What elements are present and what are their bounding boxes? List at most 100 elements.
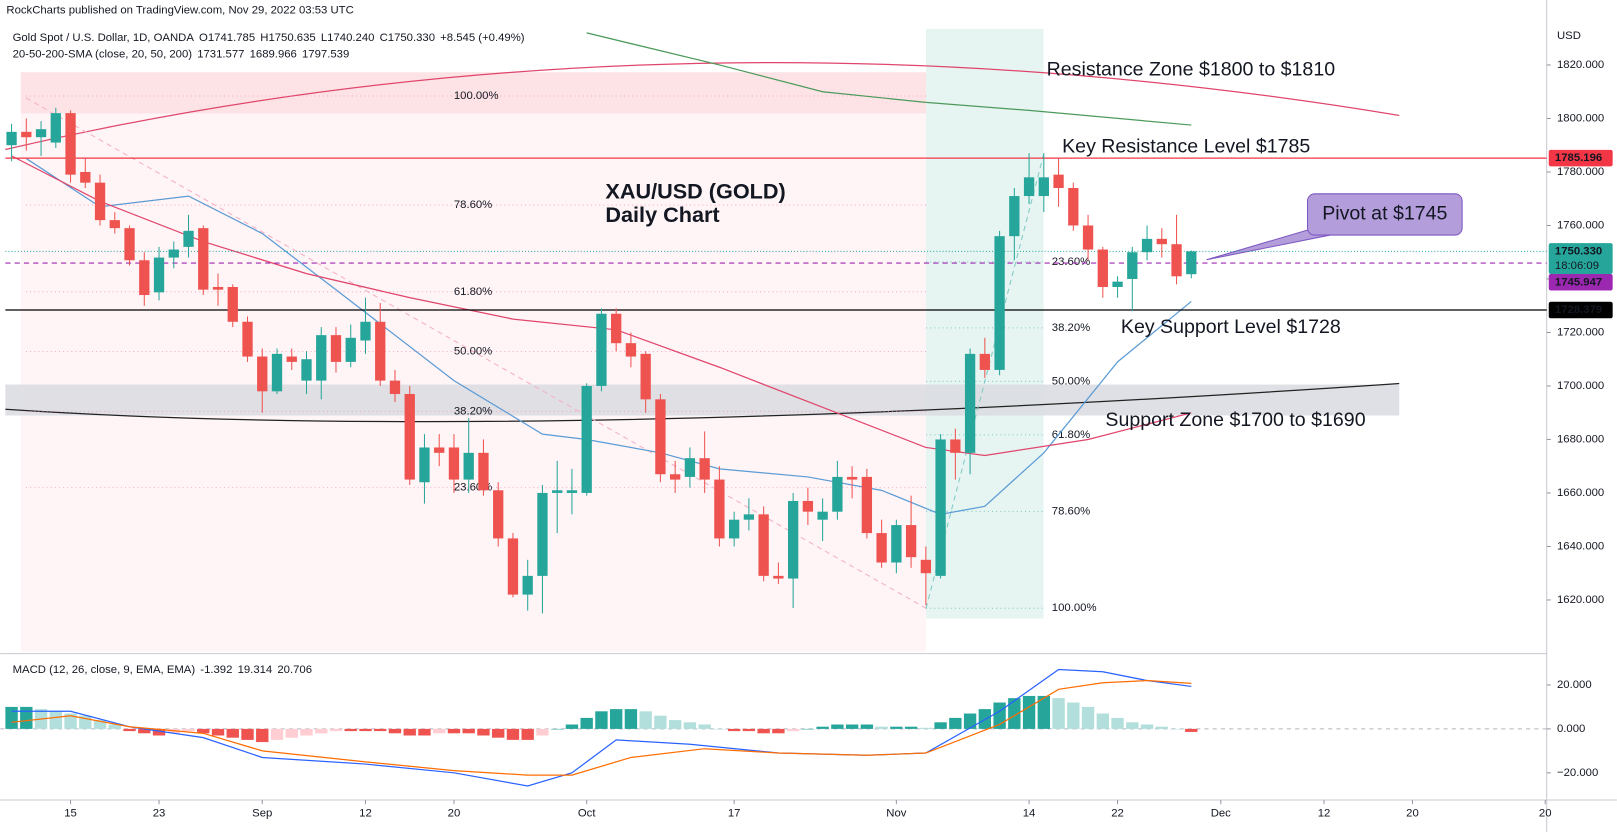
candle-body (787, 500, 799, 579)
histogram-bar (211, 728, 225, 736)
histogram-bar (197, 728, 210, 734)
annotation: Key Support Level $1728 (1121, 316, 1341, 338)
x-tick-label: 20 (1406, 807, 1419, 819)
candle-body (434, 447, 445, 453)
legend-text: 1689.966 (250, 49, 297, 61)
candle-body (50, 113, 61, 143)
histogram-bar (300, 728, 313, 736)
candle-body (271, 353, 283, 392)
y-axis-title: USD (1557, 30, 1581, 42)
candle-body (714, 479, 725, 539)
candle-body (345, 337, 356, 362)
candle-body (109, 220, 120, 229)
histogram-bar (403, 728, 416, 736)
candle-body (537, 492, 548, 576)
histogram-bar (949, 717, 962, 729)
y-tick-label: 20.000 (1557, 679, 1592, 691)
y-tick-label: 1760.000 (1557, 219, 1604, 231)
histogram-bar (1008, 698, 1021, 729)
candle-body (153, 257, 165, 293)
legend-text: 19.314 (238, 664, 273, 676)
histogram-bar (1022, 695, 1036, 729)
annotation: Key Resistance Level $1785 (1062, 136, 1310, 158)
candle-body (360, 321, 371, 341)
histogram-bar (639, 711, 652, 729)
histogram-bar (742, 728, 756, 732)
candle-body (198, 228, 209, 290)
histogram-bar (816, 726, 829, 729)
candle-body (301, 359, 312, 381)
candle-body (522, 575, 533, 595)
legend-text: O1741.785 (199, 32, 255, 44)
candle-body (684, 458, 696, 477)
y-tick-label: 0.000 (1557, 723, 1585, 735)
fib-label: 78.60% (1052, 505, 1090, 517)
legend-text: +8.545 (+0.49%) (440, 32, 525, 44)
histogram-bar (93, 720, 107, 729)
y-tick-label: −20.000 (1557, 767, 1598, 779)
y-tick-label: 1780.000 (1557, 166, 1604, 178)
histogram-bar (551, 728, 564, 730)
candle-body (316, 335, 327, 381)
resistance-arc (5, 62, 1400, 151)
candle-body (1023, 177, 1035, 197)
histogram-bar (285, 728, 298, 738)
countdown: 18:06:09 (1555, 260, 1599, 272)
candle-body (670, 474, 681, 480)
candle-body (773, 575, 784, 579)
histogram-bar (506, 728, 520, 740)
sma-line (586, 32, 1192, 126)
candle-body (35, 129, 47, 138)
histogram-bar (374, 728, 387, 732)
histogram-bar (875, 726, 888, 729)
histogram-bar (521, 728, 534, 740)
fib-label: 38.20% (1052, 322, 1090, 334)
histogram-bar (492, 728, 505, 738)
histogram-bar (1140, 724, 1154, 729)
x-tick-label: 12 (359, 807, 372, 819)
histogram-bar (5, 706, 18, 729)
histogram-bar (1052, 698, 1065, 729)
histogram-bar (1111, 717, 1124, 729)
histogram-bar (123, 728, 136, 732)
histogram-bar (860, 724, 874, 729)
candle-body (846, 476, 858, 480)
histogram-bar (1081, 706, 1095, 729)
histogram-bar (698, 724, 711, 729)
candle-body (375, 321, 386, 381)
candle-body (183, 230, 194, 247)
histogram-bar (890, 726, 903, 729)
histogram-bar (713, 728, 726, 730)
candle-body (212, 286, 224, 290)
candle-body (1186, 251, 1197, 275)
histogram-bar (241, 728, 254, 740)
histogram-bar (20, 706, 33, 729)
histogram-bar (226, 728, 239, 738)
histogram-bar (668, 720, 682, 729)
x-tick-label: 20 (448, 807, 461, 819)
candle-body (596, 313, 607, 386)
candle-body (1156, 238, 1167, 245)
candle-body (1009, 196, 1020, 237)
annotation: XAU/USD (GOLD) (605, 179, 785, 204)
candle-body (1127, 252, 1138, 279)
candle-body (743, 514, 755, 520)
fib-label: 50.00% (1052, 375, 1090, 387)
support-zone-fill (5, 384, 1400, 416)
candle-body (699, 458, 710, 480)
candle-body (1097, 249, 1108, 287)
candle-body (950, 439, 961, 453)
x-tick-label: 17 (728, 807, 741, 819)
price-label-box (1548, 274, 1613, 291)
histogram-bar (1155, 726, 1168, 729)
candle-body (832, 476, 843, 512)
y-tick-label: 1820.000 (1557, 59, 1604, 71)
histogram-bar (433, 728, 446, 734)
histogram-bar (1185, 728, 1198, 732)
histogram-bar (845, 724, 859, 729)
histogram-bar (536, 728, 549, 736)
price-label: 1750.330 (1555, 245, 1602, 257)
y-tick-label: 1700.000 (1557, 380, 1604, 392)
legend-text: 1797.539 (302, 49, 349, 61)
